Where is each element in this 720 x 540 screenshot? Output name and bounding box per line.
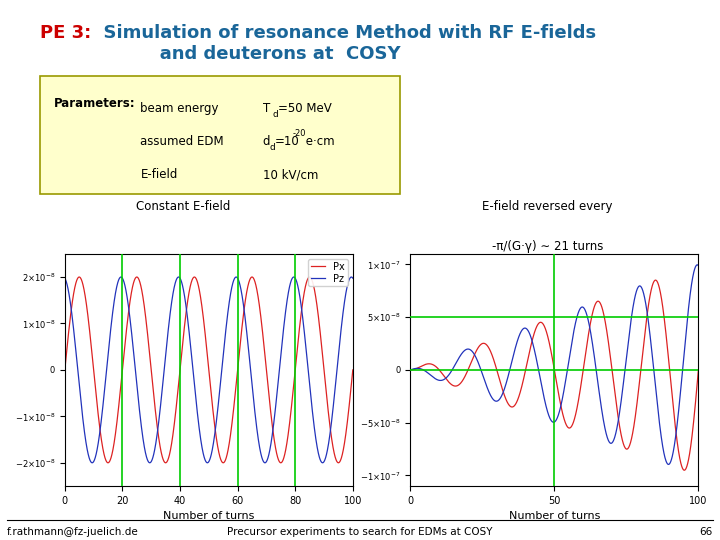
Text: Precursor experiments to search for EDMs at COSY: Precursor experiments to search for EDMs… xyxy=(228,528,492,537)
FancyBboxPatch shape xyxy=(40,76,400,194)
Text: beam energy: beam energy xyxy=(140,102,219,114)
Text: d: d xyxy=(273,110,279,119)
Px xyxy=(60,367,69,373)
Text: e·cm: e·cm xyxy=(302,135,334,148)
X-axis label: Number of turns: Number of turns xyxy=(163,511,254,521)
Text: assumed EDM: assumed EDM xyxy=(140,135,224,148)
Text: -π/(G·γ) ∼ 21 turns: -π/(G·γ) ∼ 21 turns xyxy=(492,240,603,253)
Text: 66: 66 xyxy=(700,528,713,537)
Pz xyxy=(184,317,192,323)
Line: Px: Px xyxy=(65,277,353,463)
Pz xyxy=(312,438,320,444)
Px xyxy=(171,412,180,418)
Text: T: T xyxy=(263,102,270,114)
Text: =10: =10 xyxy=(275,135,300,148)
Legend: Px, Pz: Px, Pz xyxy=(308,259,348,286)
Px xyxy=(343,419,351,426)
X-axis label: Number of turns: Number of turns xyxy=(509,511,600,521)
Text: Parameters:: Parameters: xyxy=(54,97,135,110)
Pz xyxy=(110,294,119,300)
Px xyxy=(334,460,343,466)
Pz xyxy=(347,274,356,280)
Text: Simulation of resonance Method with RF E-fields
           and deuterons at  COS: Simulation of resonance Method with RF E… xyxy=(91,24,597,63)
Pz xyxy=(88,460,96,466)
Text: =50 MeV: =50 MeV xyxy=(279,102,332,114)
Text: E-field reversed every: E-field reversed every xyxy=(482,200,613,213)
Text: 10 kV/cm: 10 kV/cm xyxy=(263,168,318,181)
Text: -20: -20 xyxy=(292,129,306,138)
Text: Constant E-field: Constant E-field xyxy=(136,200,231,213)
Text: f.rathmann@fz-juelich.de: f.rathmann@fz-juelich.de xyxy=(7,528,139,537)
Pz xyxy=(171,280,180,286)
Text: PE 3:: PE 3: xyxy=(40,24,91,42)
Pz xyxy=(348,275,357,281)
Pz xyxy=(94,443,102,449)
Px xyxy=(94,407,102,414)
Px xyxy=(184,296,192,303)
Px xyxy=(312,297,320,303)
Px xyxy=(348,367,357,373)
Pz xyxy=(60,275,69,281)
Text: d: d xyxy=(263,135,270,148)
Px xyxy=(110,435,119,441)
Px xyxy=(75,274,84,280)
Line: Pz: Pz xyxy=(65,277,353,463)
Pz xyxy=(343,283,351,289)
Text: E-field: E-field xyxy=(140,168,178,181)
Text: d: d xyxy=(269,143,275,152)
